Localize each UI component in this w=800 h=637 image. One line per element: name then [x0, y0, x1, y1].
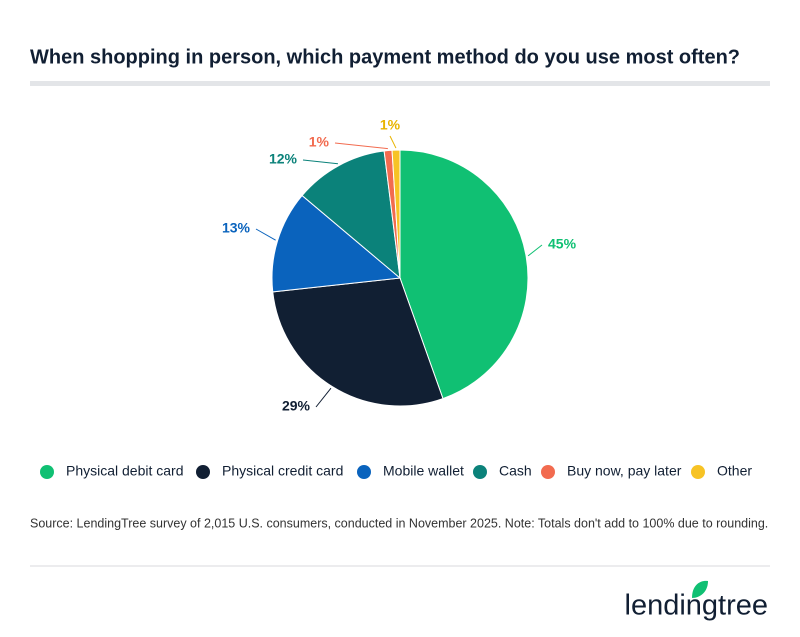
legend-swatch — [541, 465, 555, 479]
legend-label: Mobile wallet — [383, 463, 464, 479]
source-note: Source: LendingTree survey of 2,015 U.S.… — [30, 516, 768, 530]
legend-swatch — [357, 465, 371, 479]
logo-text: lendingtree — [625, 590, 769, 622]
pie-slice — [399, 149, 529, 400]
data-label: 12% — [269, 151, 298, 167]
pie-slice — [391, 149, 401, 279]
legend-swatch — [196, 465, 210, 479]
logo-leaf — [692, 580, 708, 598]
logo: lendingtree — [625, 580, 769, 622]
legend-label: Physical debit card — [66, 463, 184, 479]
data-label: 1% — [380, 117, 401, 133]
data-label: 45% — [548, 236, 577, 252]
leader-line — [527, 244, 543, 257]
legend-label: Cash — [499, 463, 532, 479]
data-label: 1% — [309, 134, 330, 150]
data-label: 13% — [222, 220, 251, 236]
legend-swatch — [40, 465, 54, 479]
legend-label: Buy now, pay later — [567, 463, 682, 479]
chart-title: When shopping in person, which payment m… — [30, 46, 740, 68]
data-label: 29% — [282, 398, 311, 414]
leader-line — [255, 228, 276, 241]
leader-line — [389, 135, 397, 149]
legend-label: Physical credit card — [222, 463, 343, 479]
pie-slice — [272, 277, 444, 407]
leader-line — [315, 387, 332, 408]
leader-line — [334, 142, 388, 150]
legend-label: Other — [717, 463, 752, 479]
leader-line — [302, 159, 338, 165]
legend-swatch — [691, 465, 705, 479]
title-rule — [30, 81, 770, 86]
pie-slice — [271, 194, 402, 293]
legend-swatch — [473, 465, 487, 479]
pie-slice — [301, 150, 401, 280]
